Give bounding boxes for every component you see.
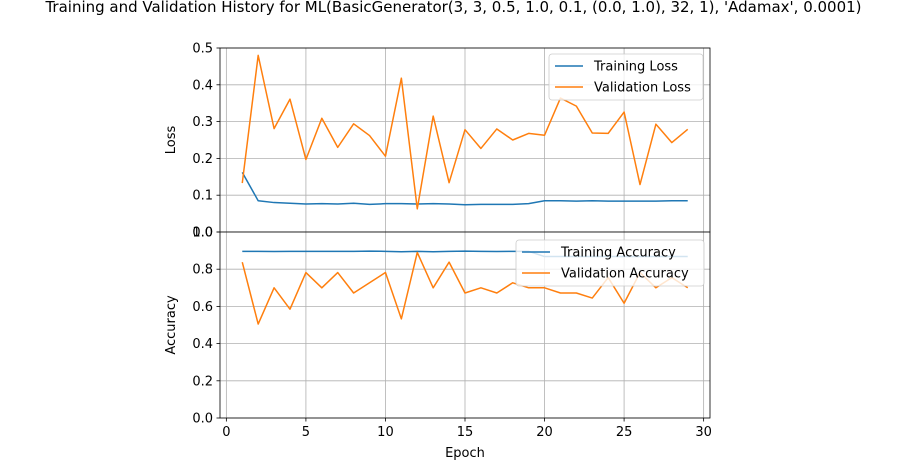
loss-y-tick-label: 0.2 (192, 152, 213, 167)
accuracy-x-tick-label: 10 (377, 425, 394, 440)
accuracy-panel: 0.0 0.2 0.4 0.6 0.8 1.0 Accuracy 0 5 10 15 20 25 30 Ep… (164, 226, 712, 460)
accuracy-legend-label-1: Validation Accuracy (561, 267, 689, 282)
loss-series-line-1 (241, 54, 689, 210)
loss-y-tick-label: 0.5 (192, 42, 213, 57)
figure-title: Training and Validation History for ML(B… (44, 0, 861, 16)
loss-y-tick-label: 0.3 (192, 115, 213, 130)
accuracy-x-axis-label: Epoch (445, 446, 485, 460)
accuracy-x-tick-label: 20 (536, 425, 553, 440)
accuracy-y-tick-label: 0.0 (192, 412, 213, 427)
loss-legend: Training Loss Validation Loss (548, 53, 704, 101)
accuracy-x-tick-label: 0 (222, 425, 230, 440)
accuracy-y-tick-label: 0.4 (192, 337, 213, 352)
accuracy-x-tick-label: 5 (302, 425, 310, 440)
loss-y-axis-label: Loss (164, 126, 179, 155)
accuracy-x-tick-label: 15 (457, 425, 474, 440)
accuracy-x-tick-label: 25 (616, 425, 633, 440)
loss-legend-label-1: Validation Loss (594, 81, 691, 96)
accuracy-y-tick-label: 1.0 (192, 226, 213, 241)
accuracy-y-tick-label: 0.2 (192, 374, 213, 389)
loss-series-line-0 (241, 172, 688, 206)
accuracy-y-tick-label: 0.6 (192, 300, 213, 315)
loss-panel: 0.0 0.1 0.2 0.3 0.4 0.5 Loss Training Loss Valid… (164, 42, 711, 241)
loss-y-tick-label: 0.0 (192, 226, 213, 241)
accuracy-y-tick-label: 0.8 (192, 263, 213, 278)
accuracy-y-axis-label: Accuracy (164, 295, 179, 355)
loss-y-tick-label: 0.1 (192, 189, 213, 204)
loss-legend-label-0: Training Loss (593, 60, 678, 75)
loss-y-tick-label: 0.4 (192, 78, 213, 93)
accuracy-legend: Training Accuracy Validation Accuracy (515, 239, 705, 287)
chart-panels: 0.0 0.1 0.2 0.3 0.4 0.5 Loss Training Loss Valid… (164, 42, 712, 460)
loss-legend-box (548, 53, 704, 101)
accuracy-legend-label-0: Training Accuracy (560, 246, 676, 261)
accuracy-legend-box (515, 239, 705, 287)
accuracy-x-tick-label: 30 (695, 425, 712, 440)
